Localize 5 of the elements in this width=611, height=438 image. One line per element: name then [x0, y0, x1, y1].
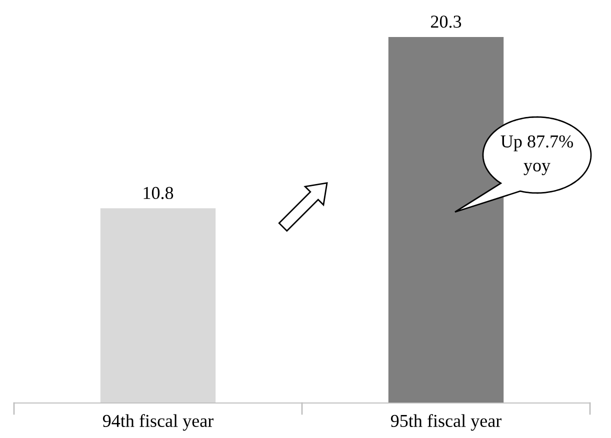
data-label: 20.3 — [430, 16, 462, 28]
data-label: 10.8 — [144, 186, 174, 200]
x-tick-label: 95th fiscal year — [390, 414, 502, 431]
annotation: Up 87.7% yoy — [500, 135, 573, 176]
x-tick-label: 94th fiscal year — [102, 414, 214, 431]
